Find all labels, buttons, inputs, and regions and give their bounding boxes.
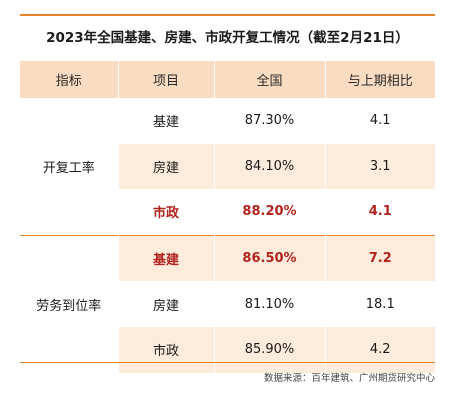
header-national: 全国 [214, 61, 326, 98]
cell-change: 4.1 [325, 98, 435, 144]
top-rule [20, 14, 435, 16]
table-row: 房建 84.10% 3.1 [20, 143, 435, 190]
group-label-restart-rate: 开复工率 [20, 98, 119, 236]
cell-national: 87.30% [214, 98, 326, 144]
table-title: 2023年全国基建、房建、市政开复工情况（截至2月21日） [46, 30, 409, 46]
table-row: 市政 88.20% 4.1 [20, 189, 435, 236]
cell-change: 3.1 [325, 143, 435, 190]
cell-national: 88.20% [214, 189, 326, 236]
cell-item: 基建 [118, 98, 215, 144]
bottom-rule [20, 362, 435, 363]
header-change: 与上期相比 [325, 61, 435, 98]
cell-item: 基建 [118, 235, 215, 282]
cell-item: 市政 [118, 189, 215, 236]
table-row: 房建 81.10% 18.1 [20, 281, 435, 327]
cell-change: 4.2 [325, 326, 435, 373]
cell-national: 84.10% [214, 143, 326, 190]
data-table: 指标 项目 全国 与上期相比 开复工率 基建 87.30% 4.1 房建 84.… [20, 61, 435, 373]
table-row: 劳务到位率 基建 86.50% 7.2 [20, 235, 435, 373]
cell-change: 4.1 [325, 189, 435, 236]
cell-national: 86.50% [214, 235, 326, 282]
header-item: 项目 [118, 61, 215, 98]
header-indicator: 指标 [20, 61, 119, 98]
cell-change: 18.1 [325, 281, 435, 327]
cell-national: 81.10% [214, 281, 326, 327]
source-note: 数据来源：百年建筑、广州期货研究中心 [263, 373, 435, 384]
cell-national: 85.90% [214, 326, 326, 373]
cell-item: 市政 [118, 326, 215, 373]
cell-item: 房建 [118, 281, 215, 327]
cell-change: 7.2 [325, 235, 435, 282]
header-row: 指标 项目 全国 与上期相比 [20, 61, 435, 98]
table-row: 市政 85.90% 4.2 [20, 326, 435, 373]
cell-item: 房建 [118, 143, 215, 190]
group-separator [20, 234, 435, 236]
group-label-labor-rate: 劳务到位率 [20, 235, 119, 373]
table-row: 开复工率 基建 87.30% 4.1 [20, 98, 435, 236]
